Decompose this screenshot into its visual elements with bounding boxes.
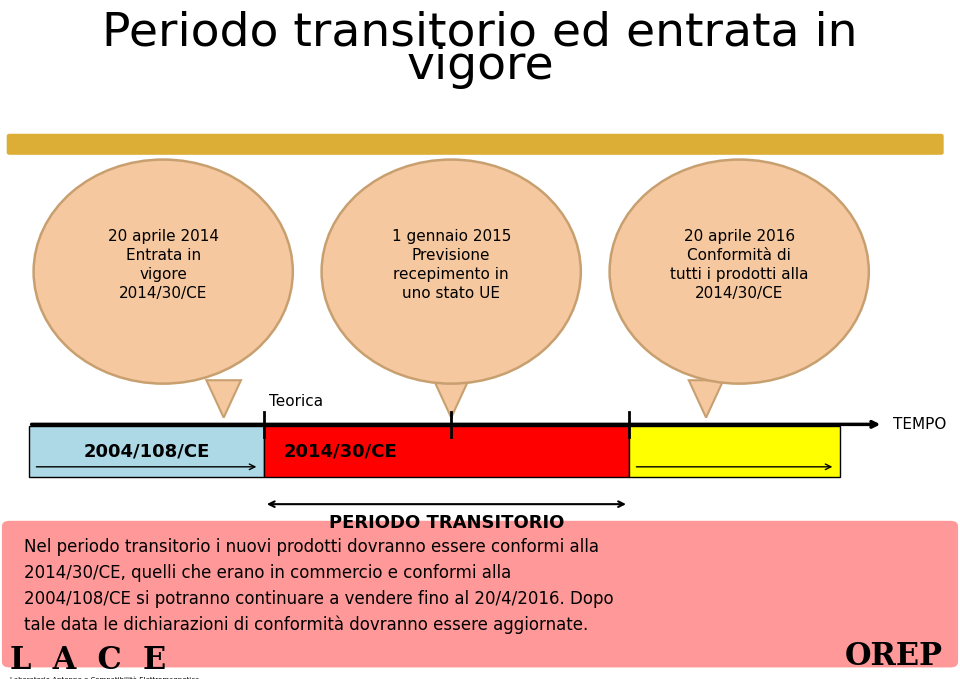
Text: 20 aprile 2014
Entrata in
vigore
2014/30/CE: 20 aprile 2014 Entrata in vigore 2014/30…	[108, 229, 219, 301]
Ellipse shape	[34, 160, 293, 384]
Text: OREP: OREP	[845, 641, 943, 672]
Text: 1 gennaio 2015
Previsione
recepimento in
uno stato UE: 1 gennaio 2015 Previsione recepimento in…	[392, 229, 511, 301]
Text: 20 aprile 2016
Conformità di
tutti i prodotti alla
2014/30/CE: 20 aprile 2016 Conformità di tutti i pro…	[670, 229, 808, 301]
Text: L  A  C  E: L A C E	[10, 644, 166, 676]
Ellipse shape	[610, 160, 869, 384]
Text: PERIODO TRANSITORIO: PERIODO TRANSITORIO	[328, 515, 564, 532]
Text: Teorica: Teorica	[269, 394, 323, 409]
Text: vigore: vigore	[406, 44, 554, 89]
Text: TEMPO: TEMPO	[893, 417, 947, 432]
Polygon shape	[206, 380, 241, 418]
FancyBboxPatch shape	[2, 521, 958, 667]
FancyBboxPatch shape	[7, 134, 944, 155]
Text: 2014/30/CE: 2014/30/CE	[283, 443, 396, 460]
Text: Periodo transitorio ed entrata in: Periodo transitorio ed entrata in	[103, 10, 857, 55]
Text: Nel periodo transitorio i nuovi prodotti dovranno essere conformi alla
2014/30/C: Nel periodo transitorio i nuovi prodotti…	[24, 538, 613, 634]
Polygon shape	[434, 380, 468, 418]
Ellipse shape	[322, 160, 581, 384]
Text: Laboratorio Antenne e Compatibilità Elettromagnetica: Laboratorio Antenne e Compatibilità Elet…	[10, 677, 199, 679]
Polygon shape	[689, 380, 724, 418]
FancyBboxPatch shape	[629, 426, 840, 477]
Text: 2004/108/CE: 2004/108/CE	[84, 443, 209, 460]
FancyBboxPatch shape	[264, 426, 629, 477]
FancyBboxPatch shape	[29, 426, 264, 477]
